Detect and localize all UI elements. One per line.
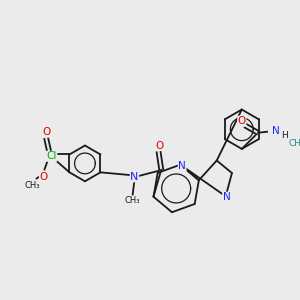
Text: H: H <box>281 131 288 140</box>
Text: O: O <box>155 140 164 151</box>
Text: CH₃: CH₃ <box>24 181 40 190</box>
Text: O: O <box>39 172 48 182</box>
Text: CH₃: CH₃ <box>288 139 300 148</box>
Text: N: N <box>178 161 186 172</box>
Text: N: N <box>223 192 230 202</box>
Text: N: N <box>272 126 280 136</box>
Text: O: O <box>238 116 246 126</box>
Text: O: O <box>42 127 50 137</box>
Text: CH₃: CH₃ <box>125 196 140 206</box>
Text: Cl: Cl <box>46 151 57 161</box>
Text: N: N <box>130 172 139 182</box>
